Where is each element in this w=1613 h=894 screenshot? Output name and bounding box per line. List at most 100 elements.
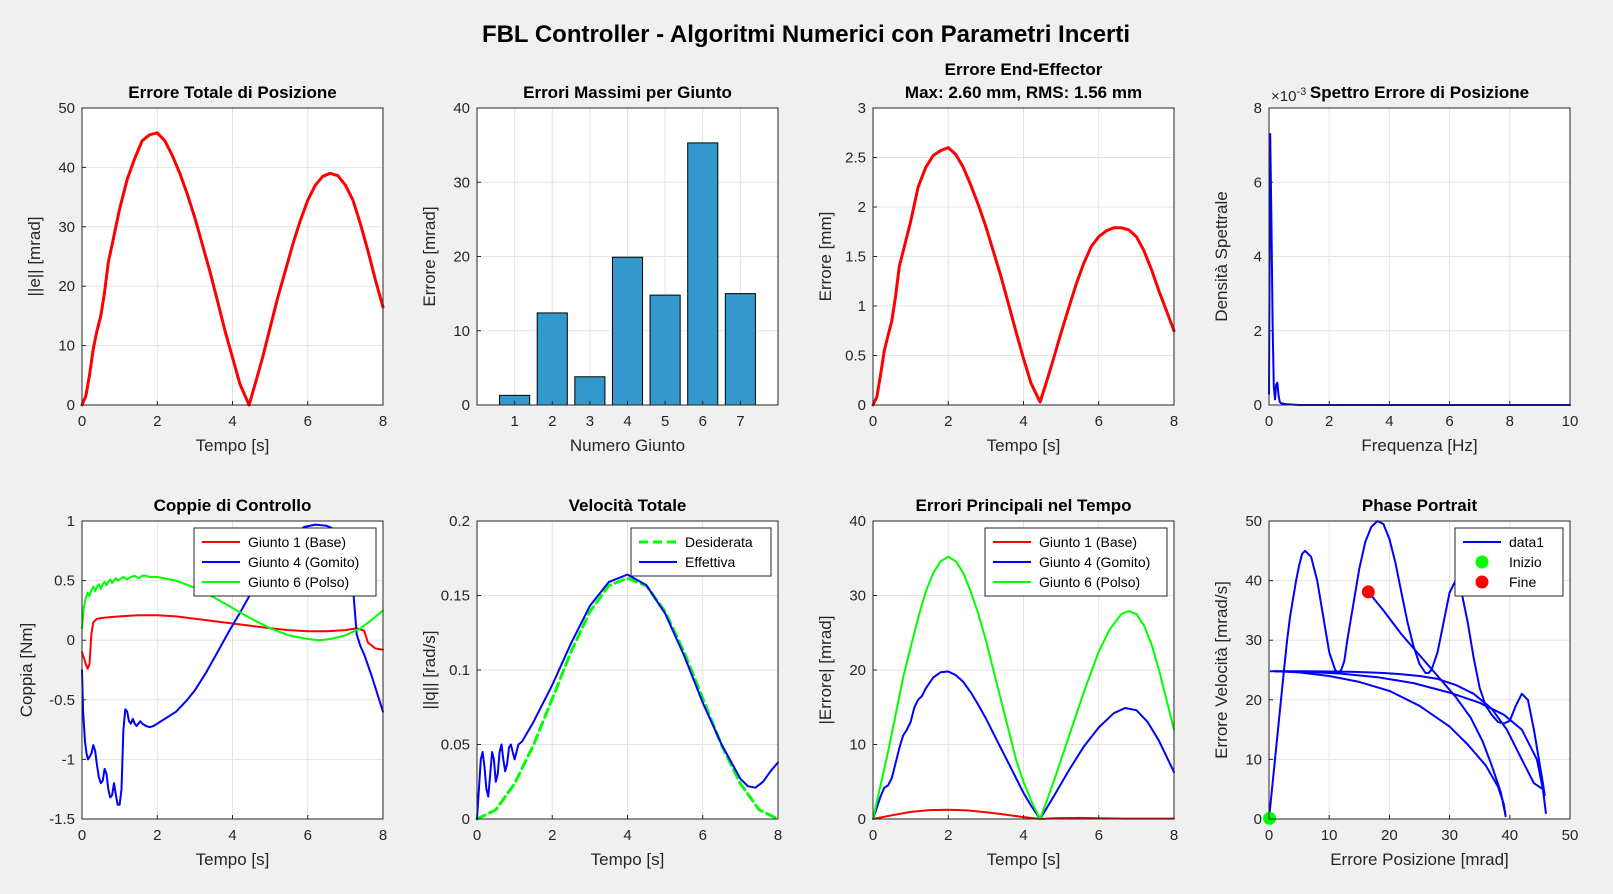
x-tick-label: 8 bbox=[379, 413, 387, 430]
y-axis-label: ||q|| [rad/s] bbox=[420, 630, 439, 709]
y-tick-label: 0 bbox=[1254, 397, 1262, 414]
y-tick-label: -1.5 bbox=[49, 811, 75, 828]
legend-label: Giunto 4 (Gomito) bbox=[248, 554, 359, 570]
y-tick-label: 40 bbox=[1245, 573, 1262, 590]
y-tick-label: 20 bbox=[1245, 692, 1262, 709]
y-axis-label: Errore [mrad] bbox=[420, 206, 439, 306]
x-tick-label: 8 bbox=[1506, 413, 1514, 430]
y-tick-label: 20 bbox=[453, 249, 470, 266]
y-tick-label: 40 bbox=[849, 513, 866, 530]
x-tick-label: 3 bbox=[586, 413, 594, 430]
chart-coppie: 0 2 4 6 8 -1.5 -1 -0.5 0 0.5 1 Coppie di Controllo T… bbox=[17, 496, 387, 869]
y-tick-label: 0 bbox=[67, 397, 75, 414]
x-tick-label: 8 bbox=[774, 827, 782, 844]
x-axis-label: Frequenza [Hz] bbox=[1361, 436, 1477, 455]
x-tick-label: 2 bbox=[944, 413, 952, 430]
y-tick-label: 2 bbox=[1254, 323, 1262, 340]
y-tick-label: 10 bbox=[453, 323, 470, 340]
series-line-1 bbox=[81, 614, 384, 670]
legend-label: Giunto 1 (Base) bbox=[1039, 534, 1137, 550]
axes-frame bbox=[1268, 520, 1571, 820]
y-tick-label: 0 bbox=[858, 397, 866, 414]
figure-suptitle: FBL Controller - Algoritmi Numerici con … bbox=[482, 21, 1130, 48]
y-tick-label: 30 bbox=[1245, 632, 1262, 649]
x-tick-label: 7 bbox=[736, 413, 744, 430]
series-line-1 bbox=[872, 808, 1175, 820]
legend-label: Giunto 6 (Polso) bbox=[1039, 574, 1140, 590]
x-tick-label: 0 bbox=[78, 413, 86, 430]
y-tick-label: 1 bbox=[858, 298, 866, 315]
y-tick-label: 1.5 bbox=[845, 249, 866, 266]
x-tick-label: 6 bbox=[1095, 413, 1103, 430]
y-tick-label: 0.1 bbox=[449, 662, 470, 679]
y-tick-label: 30 bbox=[453, 174, 470, 191]
y-tick-label: -1 bbox=[62, 751, 75, 768]
x-tick-label: 6 bbox=[304, 827, 312, 844]
x-tick-label: 2 bbox=[548, 827, 556, 844]
x-tick-label: 8 bbox=[379, 827, 387, 844]
legend-label: data1 bbox=[1509, 534, 1544, 550]
x-tick-label: 4 bbox=[1019, 413, 1027, 430]
chart-title: Errore End-Effector bbox=[945, 60, 1103, 79]
x-tick-label: 6 bbox=[699, 413, 707, 430]
y-tick-label: 10 bbox=[58, 338, 75, 355]
x-tick-label: 4 bbox=[228, 827, 236, 844]
chart-title: Max: 2.60 mm, RMS: 1.56 mm bbox=[905, 83, 1142, 102]
legend: Giunto 1 (Base) Giunto 4 (Gomito) Giunto 6… bbox=[193, 527, 377, 597]
y-axis-label: |Errore| [mrad] bbox=[816, 616, 835, 725]
x-tick-label: 2 bbox=[944, 827, 952, 844]
y-tick-label: 4 bbox=[1254, 249, 1262, 266]
x-tick-label: 6 bbox=[699, 827, 707, 844]
x-tick-label: 1 bbox=[510, 413, 518, 430]
y-tick-label: 0 bbox=[67, 632, 75, 649]
y-tick-label: 0.05 bbox=[441, 737, 470, 754]
legend: Giunto 1 (Base) Giunto 4 (Gomito) Giunto 6… bbox=[984, 527, 1168, 597]
legend: data1 Inizio Fine bbox=[1454, 527, 1564, 597]
series-line-1 bbox=[475, 576, 780, 821]
x-tick-label: 5 bbox=[661, 413, 669, 430]
x-tick-label: 20 bbox=[1381, 827, 1398, 844]
x-tick-label: 6 bbox=[1095, 827, 1103, 844]
y-tick-label: 0 bbox=[858, 811, 866, 828]
x-tick-label: 4 bbox=[1385, 413, 1393, 430]
y-tick-label: 0 bbox=[1254, 811, 1262, 828]
y-tick-label: 1 bbox=[67, 513, 75, 530]
y-tick-label: 10 bbox=[1245, 751, 1262, 768]
legend-label: Giunto 1 (Base) bbox=[248, 534, 346, 550]
bar-7 bbox=[724, 293, 756, 406]
chart-velocita: 0 2 4 6 8 0 0.05 0.1 0.15 0.2 Velocità Totale Tempo… bbox=[420, 496, 782, 869]
series-line-3 bbox=[1274, 670, 1547, 814]
y-tick-label: 0.5 bbox=[54, 573, 75, 590]
marker-fine bbox=[1361, 585, 1375, 599]
series-line-1 bbox=[871, 146, 1176, 407]
x-tick-label: 0 bbox=[869, 827, 877, 844]
x-tick-label: 4 bbox=[623, 827, 631, 844]
x-axis-label: Tempo [s] bbox=[591, 850, 665, 869]
y-tick-label: 50 bbox=[1245, 513, 1262, 530]
bar-6 bbox=[687, 142, 719, 406]
x-tick-label: 0 bbox=[78, 827, 86, 844]
series-line-1 bbox=[1268, 520, 1546, 820]
series-line-2 bbox=[872, 670, 1175, 820]
chart-errori-princ: 0 2 4 6 8 0 10 20 30 40 Errori Principali nel Temp… bbox=[816, 496, 1178, 869]
chart-err-tot: 0 2 4 6 8 0 10 20 30 40 50 Errore Totale di Posizio… bbox=[25, 83, 387, 455]
y-tick-label: 8 bbox=[1254, 100, 1262, 117]
series-line-3 bbox=[81, 574, 384, 642]
y-tick-label: 20 bbox=[58, 278, 75, 295]
x-tick-label: 4 bbox=[623, 413, 631, 430]
chart-title: Errori Principali nel Tempo bbox=[915, 496, 1131, 515]
series-line-1 bbox=[80, 131, 385, 407]
x-tick-label: 10 bbox=[1562, 413, 1579, 430]
legend-label: Inizio bbox=[1509, 554, 1542, 570]
x-axis-label: Tempo [s] bbox=[196, 850, 270, 869]
x-tick-label: 8 bbox=[1170, 413, 1178, 430]
legend-box bbox=[1454, 527, 1564, 597]
legend-label: Desiderata bbox=[685, 534, 753, 550]
legend-label: Fine bbox=[1509, 574, 1536, 590]
y-tick-label: 2.5 bbox=[845, 150, 866, 167]
bar-3 bbox=[574, 376, 606, 406]
x-tick-label: 6 bbox=[304, 413, 312, 430]
legend-label: Giunto 4 (Gomito) bbox=[1039, 554, 1150, 570]
x-tick-label: 0 bbox=[869, 413, 877, 430]
